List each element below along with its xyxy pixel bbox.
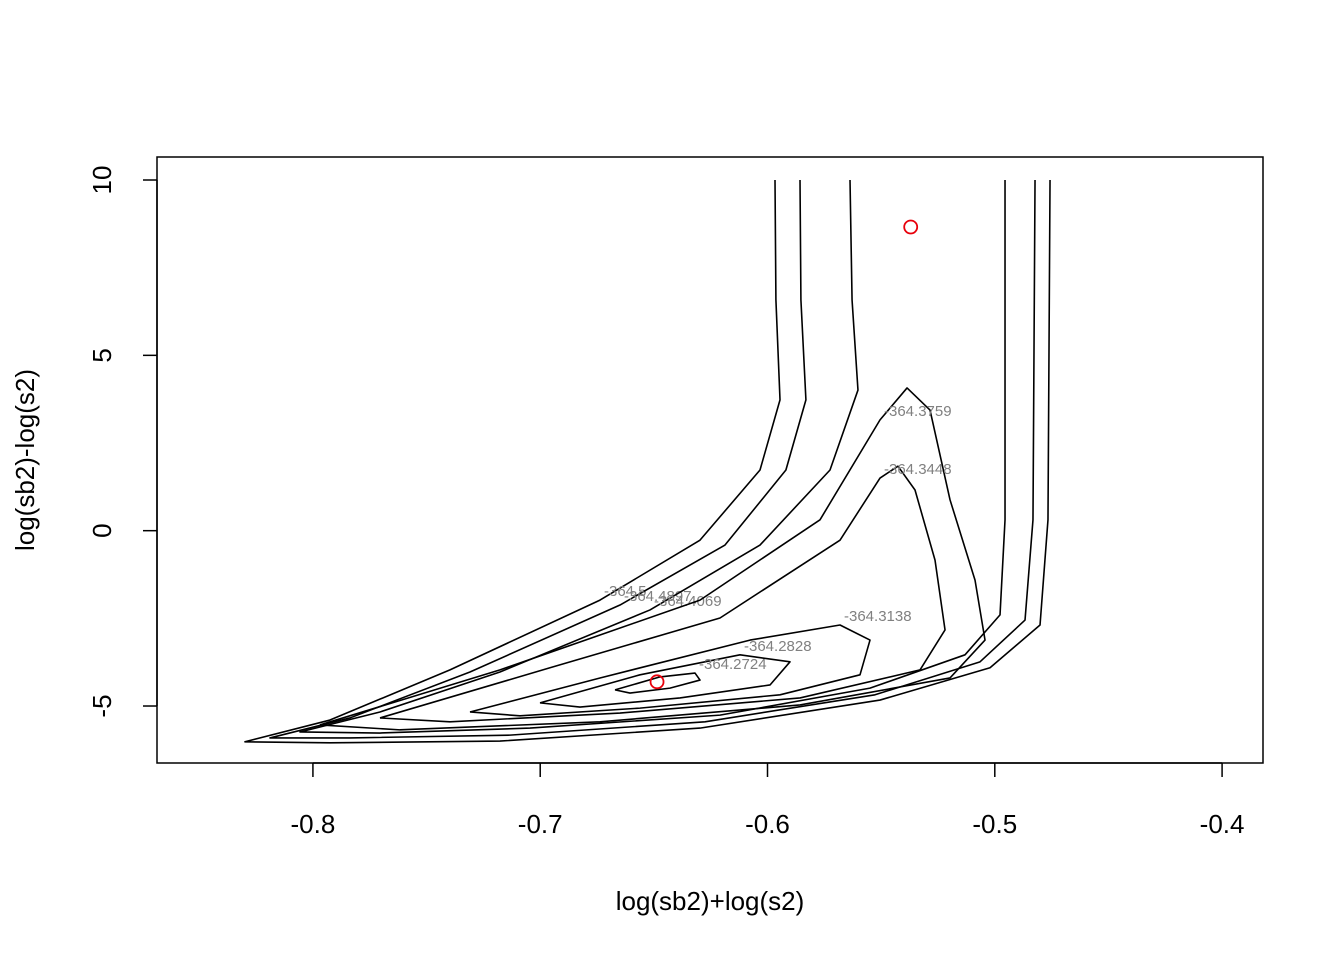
contour-label: -364.3759	[884, 403, 952, 420]
x-tick-label: -0.6	[745, 809, 790, 839]
y-tick-label: 10	[87, 166, 117, 195]
contour-line	[539, 654, 791, 708]
contour-line	[269, 179, 1036, 739]
x-tick-label: -0.4	[1200, 809, 1245, 839]
contour-label: -364.3138	[844, 608, 912, 625]
contour-label: -364.3448	[884, 461, 952, 478]
contour-label: -364.2828	[744, 638, 812, 655]
y-tick-label: -5	[87, 694, 117, 717]
x-tick-label: -0.8	[291, 809, 336, 839]
y-tick-label: 0	[87, 523, 117, 537]
point	[649, 674, 665, 690]
contour-line	[244, 179, 1051, 744]
contour-line	[299, 179, 1006, 734]
contour-label: -364.4897	[624, 588, 692, 605]
x-tick-label: -0.7	[518, 809, 563, 839]
contour-label: -364.4069	[654, 593, 722, 610]
x-axis-label: log(sb2)+log(s2)	[616, 886, 805, 916]
contour-line	[319, 387, 986, 731]
y-axis-label: log(sb2)-log(s2)	[10, 369, 40, 551]
y-tick-label: 5	[87, 348, 117, 362]
point	[903, 219, 919, 235]
contour-line	[379, 465, 946, 723]
contour-line	[469, 624, 871, 717]
x-tick-label: -0.5	[972, 809, 1017, 839]
contour-label: -364.2724	[699, 656, 767, 673]
